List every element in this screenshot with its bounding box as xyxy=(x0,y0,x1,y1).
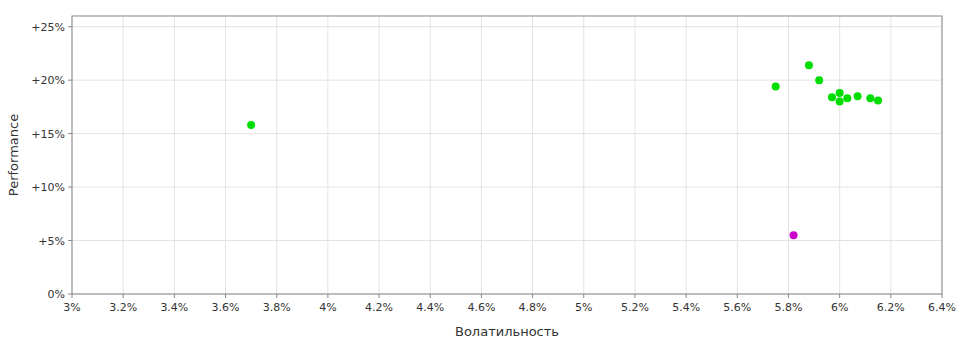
tick-label: 5% xyxy=(575,301,592,314)
grid-line xyxy=(686,16,687,294)
tick-label: 4.2% xyxy=(365,301,393,314)
axes: 3% 3.2% 3.4% 3.6% 3.8% 4% 4.2% 4.4% 4.6% 4.8% 5% 5.… xyxy=(31,16,956,314)
tick-mark xyxy=(72,294,73,298)
grid-line xyxy=(634,16,635,294)
tick-mark xyxy=(634,294,635,298)
grid-line xyxy=(788,16,789,294)
tick-label: 5.2% xyxy=(621,301,649,314)
grid-line xyxy=(174,16,175,294)
grid xyxy=(72,16,942,294)
tick-mark xyxy=(174,294,175,298)
y-axis-label: Performance xyxy=(6,114,21,196)
tick-mark xyxy=(788,294,789,298)
grid-line xyxy=(72,80,942,81)
tick-mark xyxy=(68,80,72,81)
tick-label: 4.8% xyxy=(519,301,547,314)
tick-label: 5.8% xyxy=(774,301,802,314)
grid-line xyxy=(481,16,482,294)
tick-label: +25% xyxy=(31,21,65,34)
tick-label: 4% xyxy=(319,301,336,314)
tick-label: 6.4% xyxy=(928,301,956,314)
tick-mark xyxy=(839,294,840,298)
grid-line xyxy=(737,16,738,294)
tick-mark xyxy=(68,240,72,241)
point xyxy=(836,89,844,97)
grid-line xyxy=(583,16,584,294)
plot-frame xyxy=(72,16,942,294)
grid-line xyxy=(430,16,431,294)
tick-mark xyxy=(379,294,380,298)
grid-line xyxy=(327,16,328,294)
points xyxy=(247,61,882,239)
chart: 3% 3.2% 3.4% 3.6% 3.8% 4% 4.2% 4.4% 4.6% 4.8% 5% 5.… xyxy=(0,0,966,350)
tick-mark xyxy=(737,294,738,298)
grid-line xyxy=(72,187,942,188)
tick-mark xyxy=(68,294,72,295)
grid-line xyxy=(225,16,226,294)
grid-line xyxy=(839,16,840,294)
tick-mark xyxy=(481,294,482,298)
tick-label: 4.4% xyxy=(416,301,444,314)
tick-mark xyxy=(68,133,72,134)
tick-label: +15% xyxy=(31,128,65,141)
grid-line xyxy=(72,240,942,241)
point xyxy=(866,94,874,102)
tick-mark xyxy=(327,294,328,298)
tick-label: 3% xyxy=(63,301,80,314)
tick-mark xyxy=(686,294,687,298)
point xyxy=(828,93,836,101)
tick-label: +10% xyxy=(31,181,65,194)
tick-label: 5.4% xyxy=(672,301,700,314)
tick-mark xyxy=(68,26,72,27)
tick-label: 0% xyxy=(48,288,65,301)
grid-line xyxy=(276,16,277,294)
point xyxy=(790,231,798,239)
point xyxy=(843,94,851,102)
tick-label: 3.2% xyxy=(109,301,137,314)
grid-line xyxy=(532,16,533,294)
grid-line xyxy=(72,133,942,134)
tick-mark xyxy=(890,294,891,298)
tick-mark xyxy=(942,294,943,298)
grid-line xyxy=(123,16,124,294)
grid-line xyxy=(72,26,942,27)
point xyxy=(854,92,862,100)
tick-label: 4.6% xyxy=(467,301,495,314)
point xyxy=(247,121,255,129)
tick-mark xyxy=(123,294,124,298)
tick-label: 6.2% xyxy=(877,301,905,314)
series xyxy=(247,61,882,129)
tick-mark xyxy=(68,187,72,188)
series xyxy=(790,231,798,239)
tick-label: +20% xyxy=(31,74,65,87)
point xyxy=(772,83,780,91)
tick-mark xyxy=(583,294,584,298)
grid-line xyxy=(379,16,380,294)
point xyxy=(805,61,813,69)
point xyxy=(836,98,844,106)
tick-mark xyxy=(430,294,431,298)
tick-label: +5% xyxy=(38,235,65,248)
tick-label: 3.6% xyxy=(212,301,240,314)
tick-mark xyxy=(225,294,226,298)
tick-mark xyxy=(532,294,533,298)
point xyxy=(874,96,882,104)
tick-label: 6% xyxy=(831,301,848,314)
tick-mark xyxy=(276,294,277,298)
x-axis-label: Волатильность xyxy=(455,324,559,339)
point xyxy=(815,76,823,84)
tick-label: 3.8% xyxy=(263,301,291,314)
tick-label: 5.6% xyxy=(723,301,751,314)
tick-label: 3.4% xyxy=(160,301,188,314)
grid-line xyxy=(890,16,891,294)
